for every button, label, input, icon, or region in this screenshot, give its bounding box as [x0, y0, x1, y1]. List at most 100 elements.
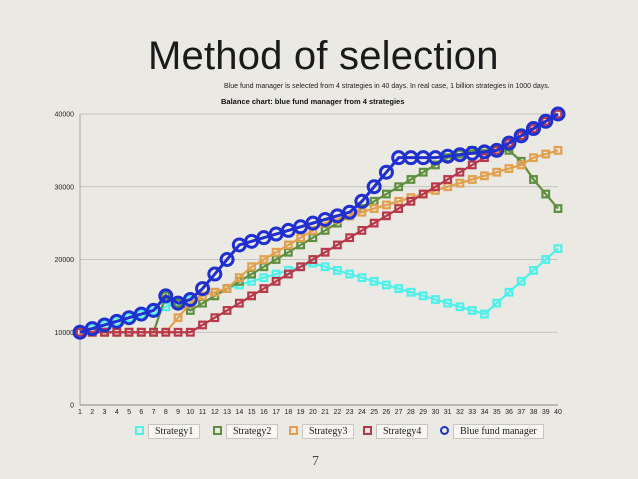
data-point [222, 284, 232, 293]
data-point [185, 327, 195, 337]
series-line [80, 113, 559, 334]
data-point [480, 171, 489, 181]
y-tick-label: 20000 [55, 257, 75, 264]
data-point [455, 302, 465, 312]
legend-marker [289, 426, 298, 435]
data-point [198, 320, 207, 330]
x-tick-label: 36 [505, 409, 513, 416]
legend-marker [363, 426, 372, 435]
data-point [541, 189, 551, 199]
data-point [308, 226, 318, 235]
series-strategy1 [75, 244, 563, 337]
data-point [406, 287, 416, 297]
data-point [296, 262, 306, 272]
data-point [378, 164, 394, 180]
chart-title: Balance chart: blue fund manager from 4 … [221, 97, 404, 106]
legend-label: Blue fund manager [453, 424, 544, 439]
x-tick-label: 10 [186, 409, 194, 416]
data-point [553, 204, 563, 213]
data-point [489, 142, 505, 158]
chart-series [72, 106, 566, 340]
x-tick-label: 23 [346, 409, 354, 416]
x-tick-label: 22 [333, 409, 341, 416]
data-point [541, 116, 551, 126]
data-point [342, 204, 358, 220]
series-line [79, 247, 559, 334]
data-point [553, 109, 563, 119]
data-point [357, 226, 367, 235]
x-tick-label: 11 [199, 409, 206, 416]
data-point [332, 240, 342, 250]
x-tick-label: 18 [284, 409, 292, 416]
data-point [283, 240, 293, 250]
data-point [366, 179, 382, 195]
data-point [161, 327, 171, 337]
series-blue-fund-manager [72, 106, 566, 340]
data-point [529, 153, 538, 163]
data-point [443, 298, 453, 308]
data-point [210, 313, 220, 323]
data-point [467, 175, 477, 184]
y-tick-label: 30000 [55, 184, 75, 191]
y-axis-ticks: 0 10000 20000 30000 40000 [55, 112, 75, 410]
data-point [553, 145, 563, 155]
data-point [296, 233, 306, 243]
data-point [382, 200, 391, 210]
data-point [516, 131, 526, 141]
x-tick-label: 13 [223, 409, 231, 416]
data-point [538, 113, 554, 129]
slide-subtitle: Blue fund manager is selected from 4 str… [224, 83, 550, 90]
data-point [431, 160, 440, 170]
data-point [525, 121, 541, 137]
x-tick-label: 20 [309, 409, 317, 416]
data-point [219, 252, 235, 267]
x-tick-label: 16 [260, 409, 268, 416]
data-point [234, 273, 244, 283]
data-point [146, 302, 162, 318]
legend-marker [135, 426, 144, 435]
slide-title: Method of selection [148, 34, 499, 78]
x-tick-label: 2 [90, 409, 94, 416]
x-tick-label: 37 [517, 409, 525, 416]
data-point [467, 306, 477, 315]
legend-marker [213, 426, 222, 435]
data-point [136, 327, 146, 337]
x-tick-label: 31 [444, 409, 452, 416]
data-point [259, 273, 269, 283]
x-tick-label: 3 [103, 409, 107, 416]
data-point [443, 175, 453, 184]
data-point [382, 189, 391, 199]
legend-label: Strategy3 [302, 424, 355, 439]
x-tick-label: 30 [432, 409, 440, 416]
data-point [504, 287, 514, 297]
data-point [529, 175, 538, 184]
x-tick-label: 34 [481, 409, 489, 416]
data-point [418, 291, 428, 301]
x-axis-ticks: 1 2 3 4 5 6 7 8 9 10 11 12 13 14 15 16 17 18 19 20 21 22 23 24 2… [78, 409, 562, 416]
data-point [516, 276, 526, 286]
x-tick-label: 28 [407, 409, 415, 416]
data-point [369, 218, 379, 228]
data-point [418, 189, 428, 199]
chart-gridlines [80, 113, 558, 333]
data-point [173, 327, 183, 337]
data-point [283, 269, 293, 279]
data-point [455, 178, 465, 188]
chart-axes [79, 114, 558, 406]
data-point [271, 247, 281, 257]
x-tick-label: 8 [164, 409, 168, 416]
data-point [259, 284, 269, 293]
data-point [332, 266, 342, 275]
chart-legend: Strategy1 Strategy2 Strategy3 Strategy4 Blue… [135, 424, 545, 440]
x-tick-label: 7 [152, 409, 156, 416]
x-tick-label: 25 [370, 409, 378, 416]
data-point [182, 292, 198, 308]
data-point [247, 291, 256, 301]
data-point [222, 306, 232, 315]
data-point [259, 255, 269, 264]
x-tick-label: 39 [542, 409, 550, 416]
x-tick-label: 40 [554, 409, 562, 416]
data-point [480, 309, 489, 319]
data-point [210, 287, 220, 297]
